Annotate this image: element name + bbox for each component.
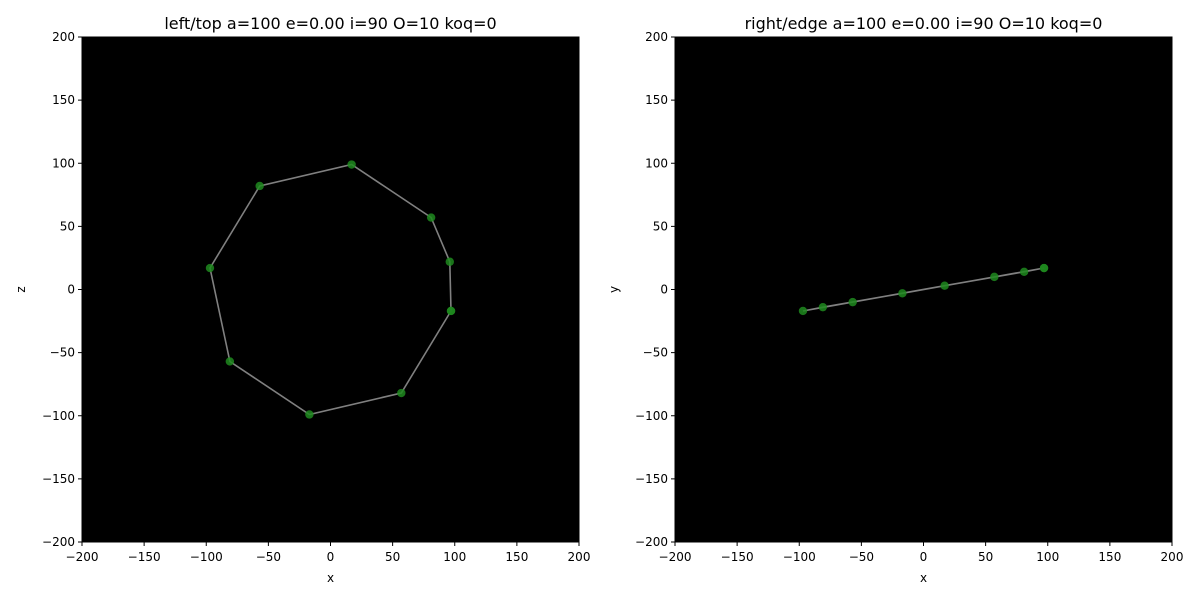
data-point — [205, 263, 215, 273]
data-point — [898, 289, 907, 298]
x-tick-label: 0 — [920, 550, 928, 564]
x-tick-label: −100 — [783, 550, 816, 564]
x-tick-label: −200 — [66, 550, 99, 564]
x-tick-label: −100 — [190, 550, 223, 564]
x-axis-label: x — [920, 571, 927, 585]
data-point — [446, 306, 456, 316]
y-tick-label: 150 — [52, 93, 75, 107]
y-tick-label: −150 — [42, 472, 75, 486]
y-axis-label: y — [607, 286, 621, 293]
x-tick-label: 50 — [385, 550, 400, 564]
x-tick-label: −200 — [659, 550, 692, 564]
x-axis-label: x — [327, 571, 334, 585]
y-axis-label: z — [14, 286, 28, 292]
data-point — [445, 257, 454, 266]
y-tick-label: 0 — [660, 283, 668, 297]
chart-title: right/edge a=100 e=0.00 i=90 O=10 koq=0 — [745, 14, 1103, 33]
x-tick-label: 200 — [1161, 550, 1184, 564]
data-point — [940, 281, 949, 290]
y-tick-label: −100 — [42, 409, 75, 423]
x-tick-label: 100 — [443, 550, 466, 564]
y-tick-label: 50 — [60, 219, 75, 233]
series-line — [209, 163, 452, 416]
y-tick-label: −50 — [50, 346, 75, 360]
y-tick-label: 150 — [645, 93, 668, 107]
x-tick-label: 100 — [1036, 550, 1059, 564]
data-point — [848, 297, 857, 307]
data-point — [305, 410, 314, 419]
data-point — [397, 388, 406, 398]
y-tick-label: 0 — [67, 283, 75, 297]
x-tick-label: −50 — [256, 550, 281, 564]
x-tick-label: 150 — [505, 550, 528, 564]
y-tick-label: 100 — [52, 156, 75, 170]
x-tick-label: −50 — [849, 550, 874, 564]
data-point — [225, 357, 235, 366]
data-point — [255, 181, 264, 191]
x-tick-label: 50 — [978, 550, 993, 564]
data-point — [990, 272, 999, 282]
y-tick-label: −50 — [643, 346, 668, 360]
x-tick-label: −150 — [128, 550, 161, 564]
data-point — [818, 302, 828, 312]
x-tick-label: −150 — [721, 550, 754, 564]
data-point — [798, 306, 808, 316]
data-point — [347, 160, 356, 169]
plot-area — [82, 37, 579, 542]
y-tick-label: −200 — [635, 535, 668, 549]
y-tick-label: −150 — [635, 472, 668, 486]
y-tick-label: −100 — [635, 409, 668, 423]
chart-title: left/top a=100 e=0.00 i=90 O=10 koq=0 — [164, 14, 496, 33]
x-tick-label: 150 — [1098, 550, 1121, 564]
x-tick-label: 200 — [568, 550, 591, 564]
data-point — [1019, 267, 1029, 277]
y-tick-label: −200 — [42, 535, 75, 549]
chart-panel-2: −200 −150 −100 −50 0 50 100 150 200 −200 −150 −100 −… — [607, 14, 1183, 585]
x-tick-label: 0 — [327, 550, 335, 564]
data-point — [426, 213, 436, 222]
data-point — [1039, 263, 1049, 273]
y-tick-label: 200 — [52, 30, 75, 44]
y-tick-label: 200 — [645, 30, 668, 44]
y-tick-label: 100 — [645, 156, 668, 170]
y-tick-label: 50 — [653, 219, 668, 233]
chart-panel-1: −200 −150 −100 −50 0 50 100 150 200 −200 −150 −100 −… — [14, 14, 590, 585]
